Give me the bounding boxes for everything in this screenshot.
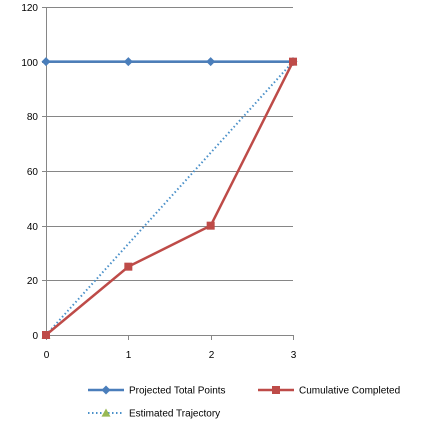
legend-item-projected-total-points: Projected Total Points: [88, 385, 226, 397]
y-tick-label: 100: [21, 58, 38, 69]
legend-swatch-marker: [101, 385, 111, 395]
x-tick-label: 0: [44, 350, 50, 361]
x-tick-label: 1: [126, 350, 132, 361]
point-projected-total-points: [206, 57, 216, 67]
axis-layer: 0 20 40 60 80 100 120 0 1 2 3: [21, 3, 296, 361]
series-layer: [41, 57, 298, 339]
point-projected-total-points: [41, 57, 51, 67]
legend-swatch-marker: [101, 408, 111, 417]
legend-swatch-marker: [272, 386, 280, 394]
y-tick-label: 0: [32, 331, 38, 342]
point-cumulative-completed: [289, 57, 297, 66]
grid-layer: [46, 7, 293, 281]
x-tick-label: 2: [209, 350, 215, 361]
point-cumulative-completed: [42, 331, 50, 339]
x-tick-label: 3: [291, 350, 297, 361]
point-cumulative-completed: [124, 262, 133, 271]
y-tick-label: 80: [27, 112, 39, 123]
series-line-cumulative-completed: [45, 61, 295, 336]
legend-item-cumulative-completed: Cumulative Completed: [258, 386, 400, 397]
y-tick-label: 40: [27, 222, 39, 233]
legend-label: Estimated Trajectory: [129, 409, 220, 420]
series-line-estimated-trajectory: [45, 60, 294, 336]
legend-label: Projected Total Points: [129, 386, 226, 397]
legend: Projected Total Points Cumulative Complet…: [88, 385, 400, 420]
point-projected-total-points: [123, 57, 133, 67]
y-tick-label: 20: [27, 276, 39, 287]
legend-item-estimated-trajectory: Estimated Trajectory: [88, 408, 220, 420]
y-tick-label: 120: [21, 3, 38, 14]
point-cumulative-completed: [206, 221, 215, 230]
legend-label: Cumulative Completed: [299, 386, 400, 397]
y-tick-label: 60: [27, 167, 39, 178]
